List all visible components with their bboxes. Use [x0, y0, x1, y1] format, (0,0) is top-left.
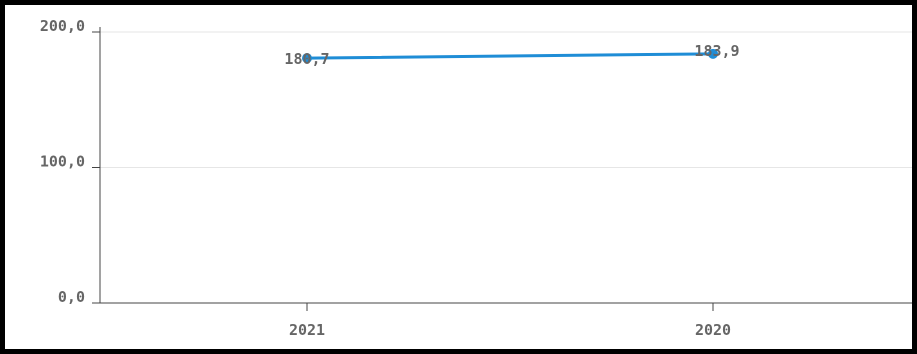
y-tick-label: 0,0: [58, 288, 85, 306]
y-tick-label: 200,0: [40, 17, 85, 35]
gridlines: [100, 31, 912, 168]
series-layer: [302, 48, 718, 64]
y-tick-label: 100,0: [40, 153, 85, 171]
data-label: 183,9: [694, 42, 739, 60]
labels-layer: 180,7 183,9: [284, 42, 739, 68]
axes: 0,0 100,0 200,0 2021 2020: [40, 17, 912, 339]
line-chart: 0,0 100,0 200,0 2021 2020 180,7 183,9: [40, 17, 912, 339]
series-line: [305, 52, 715, 60]
x-tick-label: 2021: [289, 321, 325, 339]
data-point: [708, 48, 718, 59]
data-label: 180,7: [284, 50, 329, 68]
x-tick-label: 2020: [695, 321, 731, 339]
data-point: [302, 53, 312, 64]
